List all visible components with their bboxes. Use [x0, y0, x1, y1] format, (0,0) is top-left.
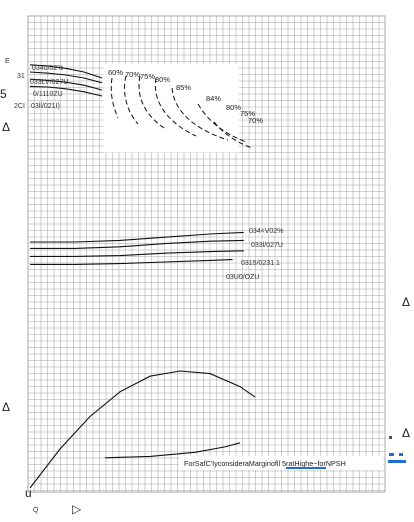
power-series-label: 034<V02%: [249, 228, 283, 235]
iso-efficiency-contour-1: [110, 77, 119, 119]
left-glyph-31: 31: [17, 73, 25, 80]
iso-efficiency-label: 84%: [206, 94, 221, 103]
bottom-arrow-icon: ▷: [72, 502, 82, 516]
power-curve-2: [30, 239, 244, 249]
bottom-label-q: Q: [33, 507, 39, 514]
power-curve-1: [30, 231, 244, 243]
head-series-label: 0/1110ZU: [33, 91, 63, 98]
head-series-label: 0340/02%: [32, 65, 64, 72]
iso-efficiency-contour-6: [197, 103, 247, 143]
left-label-2ci: 2CI: [14, 103, 25, 110]
bottom-label-u: u: [25, 486, 32, 500]
right-triangle-icon: Δ: [402, 295, 410, 309]
iso-efficiency-contour-5: [171, 87, 229, 141]
power-series-label: 03U0/OZU: [226, 274, 259, 281]
contour-inset-panel: [103, 63, 239, 153]
iso-efficiency-label: 60%: [108, 68, 123, 77]
power-series-label: 0315/0231.1: [241, 260, 280, 267]
iso-efficiency-contour-7: [213, 121, 253, 149]
power-curve-4: [30, 259, 233, 265]
series-layer: [29, 64, 256, 489]
right-triangle-icon-lower: Δ: [402, 426, 410, 440]
iso-efficiency-label: 75%: [240, 109, 255, 118]
npsh-curve-1: [104, 442, 241, 459]
right-marker-blue-2: [399, 453, 403, 456]
iso-efficiency-label: 70%: [125, 70, 140, 79]
head-curve-2: [29, 71, 103, 84]
iso-efficiency-label: 85%: [176, 83, 191, 92]
iso-efficiency-contour-3: [138, 75, 165, 129]
iso-efficiency-inset: 60% 70% 75% 80%85%84%80%75%70%: [108, 68, 263, 149]
iso-efficiency-label: 70%: [248, 116, 263, 125]
left-glyph-5: 5: [0, 87, 7, 101]
npsh-note: ForSafC'IyconsideraMarginofll 5ratHighe~…: [184, 459, 346, 468]
right-marker-square: [389, 436, 392, 439]
series-labels: 0340/02% 033LV/027U 0/1110ZU 03ll/021I) 034<…: [30, 65, 283, 281]
right-marker-blue: [389, 453, 394, 456]
note-box: [179, 456, 383, 470]
note-underline: [286, 467, 326, 469]
head-series-label: 03ll/021I): [31, 103, 60, 110]
head-curve-1: [29, 64, 103, 79]
head-curve-4: [29, 85, 103, 97]
iso-efficiency-contour-4: [154, 77, 197, 137]
efficiency-curve-1: [29, 370, 256, 489]
power-curve-3: [30, 250, 244, 257]
right-marker-bar: [388, 460, 406, 463]
left-triangle-icon-lower: Δ: [2, 400, 10, 414]
iso-efficiency-label: 80%: [155, 75, 170, 84]
left-triangle-icon: Δ: [2, 120, 10, 134]
power-series-label: 033l/027U: [251, 242, 283, 249]
iso-efficiency-contour-2: [124, 75, 139, 125]
iso-efficiency-label: 75%: [140, 72, 155, 81]
head-series-label: 033LV/027U: [30, 79, 68, 86]
left-glyph-e: E: [5, 58, 10, 65]
head-curve-3: [29, 78, 103, 91]
iso-efficiency-label: 80%: [226, 103, 241, 112]
